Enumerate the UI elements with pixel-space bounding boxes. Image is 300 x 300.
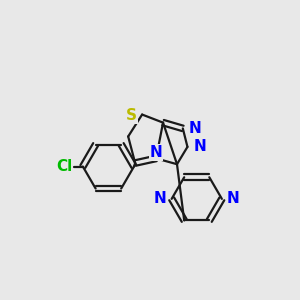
Text: N: N xyxy=(154,191,167,206)
Text: N: N xyxy=(189,121,201,136)
Text: S: S xyxy=(126,108,137,123)
Text: N: N xyxy=(150,145,163,160)
Text: Cl: Cl xyxy=(56,159,72,174)
Text: N: N xyxy=(193,140,206,154)
Text: N: N xyxy=(227,191,240,206)
